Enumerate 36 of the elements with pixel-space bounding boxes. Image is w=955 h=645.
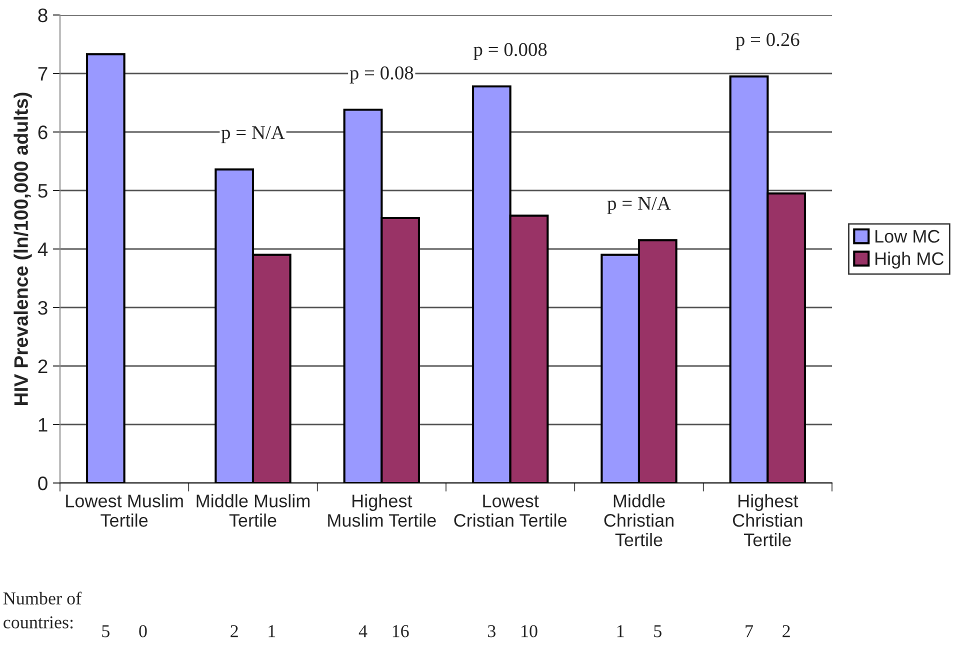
- text: 5: [102, 625, 110, 638]
- annotation: p = 0.08: [350, 66, 414, 84]
- text: 16: [392, 625, 409, 638]
- text: 1: [617, 625, 624, 638]
- text: 7: [746, 625, 754, 638]
- y-tick-label: 5: [38, 184, 48, 198]
- legend-label: High MC: [876, 252, 944, 269]
- x-tick-label: Highest Christian Tertile: [732, 494, 802, 546]
- text: 5: [654, 625, 662, 638]
- text: 0: [139, 625, 147, 638]
- y-tick-label: 1: [38, 418, 48, 432]
- text: 1: [268, 625, 276, 638]
- y-tick-label: 6: [38, 125, 48, 140]
- text: Number of countries:: [3, 592, 82, 629]
- text: 10: [522, 625, 538, 638]
- y-tick-label: 7: [38, 67, 48, 81]
- y-tick-label: 2: [38, 359, 48, 374]
- annotation: p = N/A: [607, 196, 671, 214]
- annotation: p = N/A: [221, 126, 285, 144]
- legend-label: Low MC: [876, 230, 940, 243]
- x-tick-label: Middle Muslim Tertile: [196, 494, 310, 527]
- text: 4: [358, 625, 368, 638]
- y-axis-title: HIV Prevalence (ln/100,000 adults): [14, 92, 32, 405]
- x-tick-label: Highest Muslim Tertile: [328, 494, 436, 527]
- x-tick-label: Lowest Cristian Tertile: [454, 494, 567, 527]
- y-tick-label: 8: [38, 8, 48, 22]
- text: 3: [488, 625, 496, 638]
- y-tick-label: 4: [38, 242, 48, 256]
- text: 2: [782, 625, 790, 638]
- y-tick-label: 0: [38, 476, 48, 490]
- x-tick-label: Lowest Muslim Tertile: [66, 494, 183, 527]
- annotation: p = 0.26: [736, 33, 800, 50]
- annotation: p = 0.008: [474, 42, 547, 60]
- y-tick-label: 3: [38, 300, 48, 315]
- text: 2: [230, 625, 238, 638]
- x-tick-label: Middle Christian Tertile: [604, 494, 674, 546]
